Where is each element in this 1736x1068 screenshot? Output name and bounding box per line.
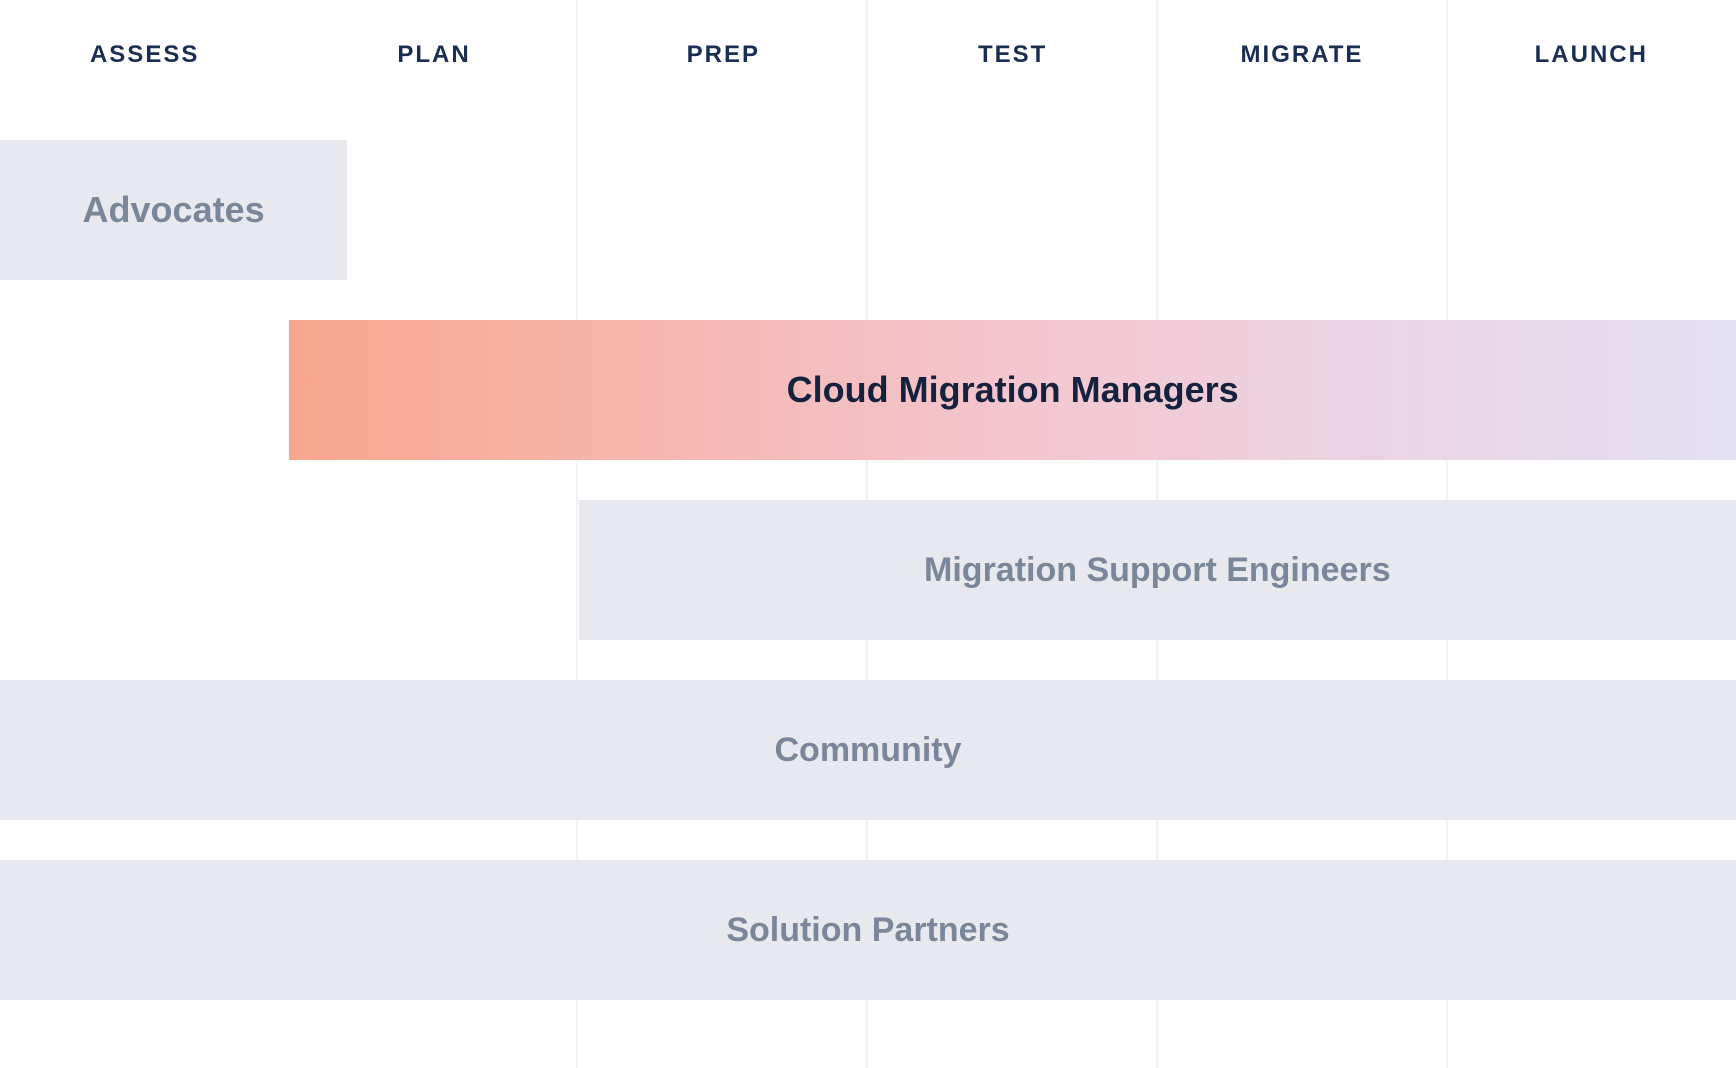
phase-bar-label: Community [775,731,962,770]
phase-bar-advocates: Advocates [0,140,347,280]
phase-bar-solution-partners: Solution Partners [0,860,1736,1000]
phase-bar-cloud-migration-managers: Cloud Migration Managers [289,320,1736,460]
phase-bar-label: Migration Support Engineers [924,551,1391,590]
phase-bar-label: Solution Partners [726,911,1009,950]
phase-bar-community: Community [0,680,1736,820]
phase-bars-layer: Advocates Cloud Migration Managers Migrati… [0,0,1736,1068]
phase-bar-label: Advocates [83,189,265,231]
phase-bar-label: Cloud Migration Managers [787,369,1239,411]
phase-bar-migration-support-engineers: Migration Support Engineers [579,500,1736,640]
phase-gantt-frame: ASSESSPLANPREPTESTMIGRATELAUNCH Advocate… [0,0,1736,1068]
